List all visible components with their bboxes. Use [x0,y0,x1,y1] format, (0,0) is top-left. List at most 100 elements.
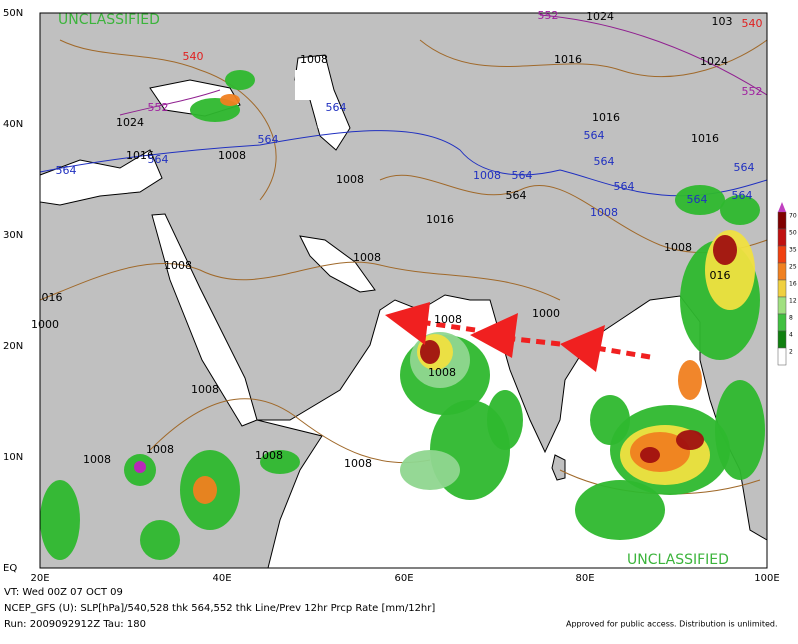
product: NCEP_GFS (U): SLP[hPa]/540,528 thk 564,5… [4,603,435,614]
classification-bottom: UNCLASSIFIED [627,552,729,568]
contour-label: 564 [584,129,605,142]
precip-cell [400,450,460,490]
colorbar-swatch [777,211,787,230]
colorbar-label: 50 [789,230,797,237]
contour-label: 1008 [300,53,328,66]
contour-label: 564 [512,169,533,182]
contour-label: 540 [183,50,204,63]
contour-label: 564 [594,155,615,168]
valid-time: VT: Wed 00Z 07 OCT 09 [4,587,123,598]
colorbar-label: 16 [789,281,797,288]
contour-label: 564 [258,133,279,146]
precip-cell [134,461,146,473]
contour-label: 1008 [353,251,381,264]
persian-gulf [299,235,376,293]
release: Approved for public access. Distribution… [566,620,778,629]
contour-label: 1008 [664,241,692,254]
contour-label: 1008 [428,366,456,379]
contour-label: 1008 [336,173,364,186]
classification-top: UNCLASSIFIED [58,12,160,28]
contour-label: 1008 [83,453,111,466]
contour-label: 1008 [434,313,462,326]
precip-cell [220,94,240,106]
lat-label: 50N [3,8,23,19]
contour-label: 1016 [426,213,454,226]
contour-label: 564 [687,193,708,206]
contour-label: 1024 [116,116,144,129]
contour-label: 564 [732,189,753,202]
precipitation [40,70,765,560]
sri-lanka [551,454,566,481]
lon-label: 80E [575,573,594,584]
lon-label: 60E [394,573,413,584]
contour-label: 1016 [554,53,582,66]
colorbar: 70 50 35 25 16 12 8 4 2 [777,202,797,366]
contour-label: 016 [42,291,63,304]
map-frame [39,12,768,569]
colorbar-swatch [777,262,787,281]
contour-label: 1000 [532,307,560,320]
contour-label: 103 [712,15,733,28]
colorbar-label: 12 [789,298,797,305]
lon-label: 100E [754,573,779,584]
colorbar-swatch [777,330,787,349]
lat-label: 40N [3,119,23,130]
contour-label: 1008 [255,449,283,462]
lon-label: 40E [212,573,231,584]
precip-cell [575,480,665,540]
contour-label: 564 [734,161,755,174]
lat-label: EQ [3,563,17,574]
contour-label: 016 [710,269,731,282]
contour-label: 1008 [146,443,174,456]
contour-label: 564 [506,189,527,202]
lat-label: 10N [3,452,23,463]
precip-cell [720,195,760,225]
precip-cell [420,340,440,364]
contour-label: 1000 [31,318,59,331]
precip-cell [260,450,300,474]
precip-cell [225,70,255,90]
contour-label: 540 [742,17,763,30]
precip-cell [140,520,180,560]
colorbar-label: 4 [789,332,793,339]
mediterranean [39,149,163,206]
colorbar-swatch [777,313,787,332]
contour-label: 564 [56,164,77,177]
contour-label: 552 [148,101,169,114]
contour-label: 552 [742,85,763,98]
precip-cell [193,476,217,504]
thickness-552 [119,14,768,116]
contour-label: 1016 [126,149,154,162]
colorbar-label: 35 [789,247,797,254]
contour-label: 1008 [191,383,219,396]
contour-label: 564 [614,180,635,193]
colorbar-label: 2 [789,349,793,356]
contour-label: 1024 [586,10,614,23]
run: Run: 2009092912Z Tau: 180 [4,619,146,630]
precip-cell [640,447,660,463]
precip-cell [630,432,690,472]
contour-label: 552 [538,9,559,22]
snow-patch [295,70,334,128]
colorbar-swatch [777,245,787,264]
contour-label: 564 [148,153,169,166]
contour-label: 1016 [592,111,620,124]
colorbar-top [778,202,786,212]
lon-label: 20E [30,573,49,584]
contour-label: 1016 [691,132,719,145]
colorbar-swatch [777,279,787,298]
colorbar-label: 70 [789,213,797,220]
contour-label: 1008 [164,259,192,272]
contour-label: 1008 [590,206,618,219]
precip-cell [676,430,704,450]
contour-label: 1024 [700,55,728,68]
precip-cell [675,185,725,215]
precip-cell [40,480,80,560]
precip-cell [487,390,523,450]
contour-label: 1008 [344,457,372,470]
arrowheads [385,302,605,372]
colorbar-label: 8 [789,315,793,322]
precip-cell [590,395,630,445]
contour-label: 564 [326,101,347,114]
contour-label: 1008 [218,149,246,162]
